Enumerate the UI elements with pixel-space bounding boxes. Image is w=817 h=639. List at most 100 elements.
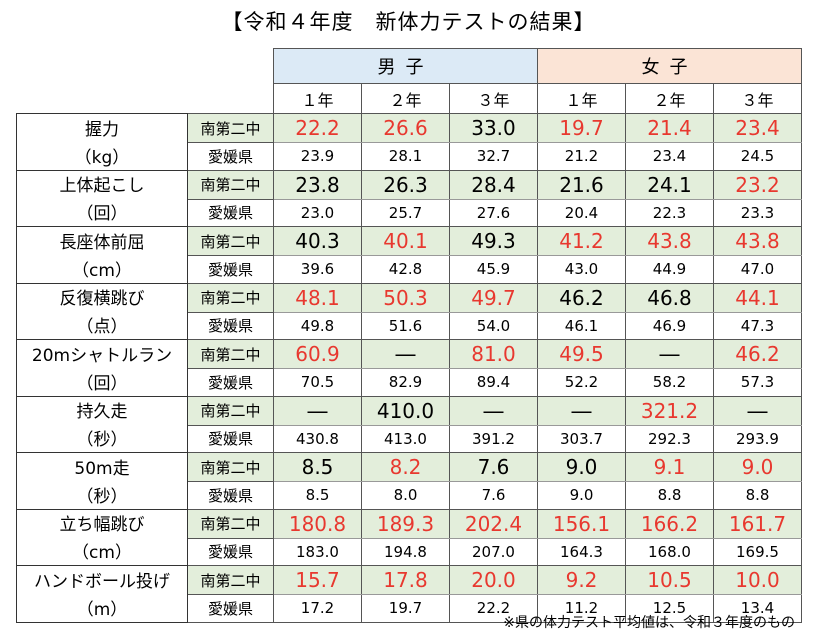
prefecture-value: 47.3	[713, 311, 802, 340]
prefecture-value: 21.2	[537, 142, 626, 171]
prefecture-value: 164.3	[537, 537, 626, 566]
prefecture-value: 24.5	[713, 142, 802, 171]
grade-header: １年	[537, 83, 626, 114]
prefecture-label: 愛媛県	[187, 424, 274, 453]
prefecture-value: 168.0	[625, 537, 714, 566]
girls-header: 女子	[537, 48, 802, 84]
prefecture-value: 54.0	[449, 311, 538, 340]
prefecture-value: 47.0	[713, 255, 802, 284]
event-unit: （cm）	[16, 255, 188, 284]
school-value: 49.3	[449, 226, 538, 256]
prefecture-label: 愛媛県	[187, 255, 274, 284]
prefecture-value: 9.0	[537, 481, 626, 510]
event-name: 20mシャトルラン	[16, 339, 188, 369]
school-label: 南第二中	[187, 508, 274, 539]
school-label: 南第二中	[187, 113, 274, 143]
prefecture-value: 20.4	[537, 198, 626, 227]
prefecture-value: 13.4	[713, 594, 802, 623]
school-row: 上体起こし 南第二中 23.8 26.3 28.4 21.6 24.1 23.2	[16, 169, 802, 200]
prefecture-value: 32.7	[449, 142, 538, 171]
prefecture-value: 430.8	[273, 424, 362, 453]
school-value: 60.9	[273, 339, 362, 369]
prefecture-row: （回） 愛媛県 70.5 82.9 89.4 52.2 58.2 57.3	[16, 368, 802, 397]
event-unit: （回）	[16, 199, 188, 227]
grade-header: １年	[273, 83, 362, 114]
girls-label: 女子	[641, 57, 698, 78]
event-unit: （秒）	[16, 425, 188, 453]
school-value: 46.8	[625, 282, 714, 313]
prefecture-row: （cm） 愛媛県 183.0 194.8 207.0 164.3 168.0 169.5	[16, 537, 802, 566]
school-value: 161.7	[713, 508, 802, 539]
school-value: 23.2	[713, 169, 802, 200]
event-name: 上体起こし	[16, 169, 188, 199]
school-value: 10.0	[713, 565, 802, 595]
school-value: 21.4	[625, 113, 714, 143]
school-label: 南第二中	[187, 339, 274, 369]
prefecture-value: 25.7	[361, 198, 450, 227]
school-row: ハンドボール投げ 南第二中 15.7 17.8 20.0 9.2 10.5 10.0	[16, 565, 802, 595]
prefecture-value: 51.6	[361, 311, 450, 340]
prefecture-value: 43.0	[537, 255, 626, 284]
school-value: 19.7	[537, 113, 626, 143]
school-row: 立ち幅跳び 南第二中 180.8 189.3 202.4 156.1 166.2 161.7	[16, 508, 802, 539]
school-value: ―	[361, 339, 450, 369]
grade-header-row: １年 ２年 ３年 １年 ２年 ３年	[17, 83, 802, 114]
prefecture-label: 愛媛県	[187, 537, 274, 566]
school-row: 反復横跳び 南第二中 48.1 50.3 49.7 46.2 46.8 44.1	[16, 282, 802, 313]
school-value: 202.4	[449, 508, 538, 539]
prefecture-value: 23.9	[273, 142, 362, 171]
event-unit: （kg）	[16, 142, 188, 171]
event-unit: （回）	[16, 368, 188, 397]
event-unit: （点）	[16, 312, 188, 340]
page-title: 【令和４年度 新体力テストの結果】	[221, 10, 596, 34]
prefecture-value: 8.0	[361, 481, 450, 510]
school-label: 南第二中	[187, 282, 274, 313]
school-row: 20mシャトルラン 南第二中 60.9 ― 81.0 49.5 ― 46.2	[16, 339, 802, 369]
prefecture-value: 46.1	[537, 311, 626, 340]
prefecture-value: 45.9	[449, 255, 538, 284]
prefecture-value: 194.8	[361, 537, 450, 566]
prefecture-label: 愛媛県	[187, 311, 274, 340]
prefecture-label: 愛媛県	[187, 368, 274, 397]
school-value: 9.0	[713, 452, 802, 482]
prefecture-value: 57.3	[713, 368, 802, 397]
event-name: 立ち幅跳び	[16, 508, 188, 538]
school-row: 50m走 南第二中 8.5 8.2 7.6 9.0 9.1 9.0	[16, 452, 802, 482]
school-value: 43.8	[625, 226, 714, 256]
school-value: 26.6	[361, 113, 450, 143]
school-value: 44.1	[713, 282, 802, 313]
prefecture-value: 23.0	[273, 198, 362, 227]
prefecture-value: 303.7	[537, 424, 626, 453]
prefecture-value: 22.3	[625, 198, 714, 227]
prefecture-value: 89.4	[449, 368, 538, 397]
school-value: 23.8	[273, 169, 362, 200]
prefecture-value: 8.8	[625, 481, 714, 510]
school-value: 9.1	[625, 452, 714, 482]
boys-label: 男子	[377, 57, 434, 78]
school-value: 8.5	[273, 452, 362, 482]
prefecture-value: 58.2	[625, 368, 714, 397]
school-value: ―	[449, 395, 538, 426]
table-body: 男子 女子 １年 ２年 ３年 １年 ２年 ３年 握力 南第二中 22.2 26.6 33…	[16, 48, 802, 623]
school-value: 17.8	[361, 565, 450, 595]
school-value: 48.1	[273, 282, 362, 313]
event-name: ハンドボール投げ	[16, 565, 188, 595]
grade-header: ２年	[625, 83, 714, 114]
school-value: 46.2	[713, 339, 802, 369]
prefecture-label: 愛媛県	[187, 198, 274, 227]
school-value: 24.1	[625, 169, 714, 200]
prefecture-row: （回） 愛媛県 23.0 25.7 27.6 20.4 22.3 23.3	[16, 198, 802, 227]
school-value: 20.0	[449, 565, 538, 595]
prefecture-value: 46.9	[625, 311, 714, 340]
school-value: 189.3	[361, 508, 450, 539]
prefecture-value: 7.6	[449, 481, 538, 510]
event-name: 反復横跳び	[16, 282, 188, 312]
school-value: 10.5	[625, 565, 714, 595]
event-unit: （秒）	[16, 481, 188, 510]
school-value: 156.1	[537, 508, 626, 539]
school-value: 15.7	[273, 565, 362, 595]
school-value: 9.2	[537, 565, 626, 595]
prefecture-row: （cm） 愛媛県 39.6 42.8 45.9 43.0 44.9 47.0	[16, 255, 802, 284]
school-value: 49.5	[537, 339, 626, 369]
school-label: 南第二中	[187, 565, 274, 595]
